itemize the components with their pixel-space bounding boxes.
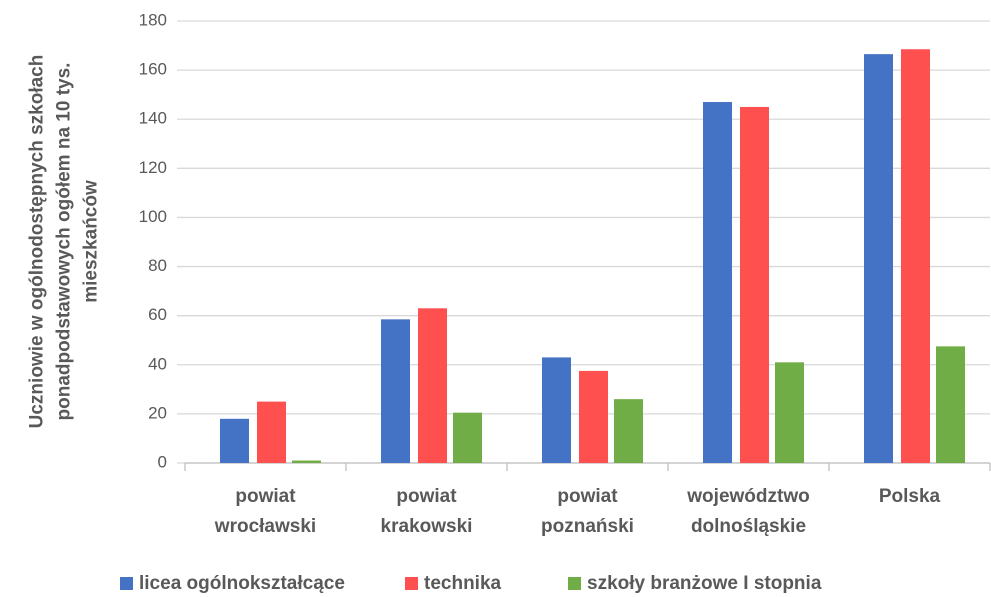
bar xyxy=(381,319,410,463)
bar xyxy=(292,460,321,463)
legend-label: licea ogólnokształcące xyxy=(139,573,345,594)
y-tick-label: 100 xyxy=(139,207,167,226)
bar xyxy=(220,418,249,463)
bar xyxy=(936,346,965,463)
y-tick-label: 180 xyxy=(139,10,167,29)
x-tick-label: powiat poznański xyxy=(541,486,634,537)
y-tick-label: 40 xyxy=(148,354,167,373)
y-axis-label: Uczniowie w ogólnodostępnych szkołach po… xyxy=(26,54,102,429)
x-tick-label: Polska xyxy=(878,486,941,507)
y-tick-label: 160 xyxy=(139,60,167,79)
x-tick-label: powiat wrocławski xyxy=(214,486,317,537)
y-tick-label: 80 xyxy=(148,256,167,275)
legend-swatch xyxy=(120,577,133,590)
x-tick-label: województwo dolnośląskie xyxy=(687,486,810,537)
bar xyxy=(542,357,571,463)
bar xyxy=(418,308,447,463)
legend-label: szkoły branżowe I stopnia xyxy=(587,573,822,594)
y-tick-label: 60 xyxy=(148,305,167,324)
y-tick-label: 20 xyxy=(148,403,167,422)
x-tick-label: powiat krakowski xyxy=(380,486,473,537)
bar xyxy=(775,362,804,463)
legend-label: technika xyxy=(424,573,502,594)
bar xyxy=(901,49,930,463)
legend-swatch xyxy=(405,577,418,590)
bar xyxy=(740,106,769,463)
y-tick-label: 140 xyxy=(139,109,167,128)
bar xyxy=(703,102,732,464)
legend-swatch xyxy=(568,577,581,590)
y-tick-label: 0 xyxy=(158,452,167,471)
bar xyxy=(257,401,286,463)
bar xyxy=(453,412,482,463)
bar xyxy=(864,54,893,464)
y-tick-label: 120 xyxy=(139,158,167,177)
bar xyxy=(579,370,608,463)
bar xyxy=(614,399,643,463)
